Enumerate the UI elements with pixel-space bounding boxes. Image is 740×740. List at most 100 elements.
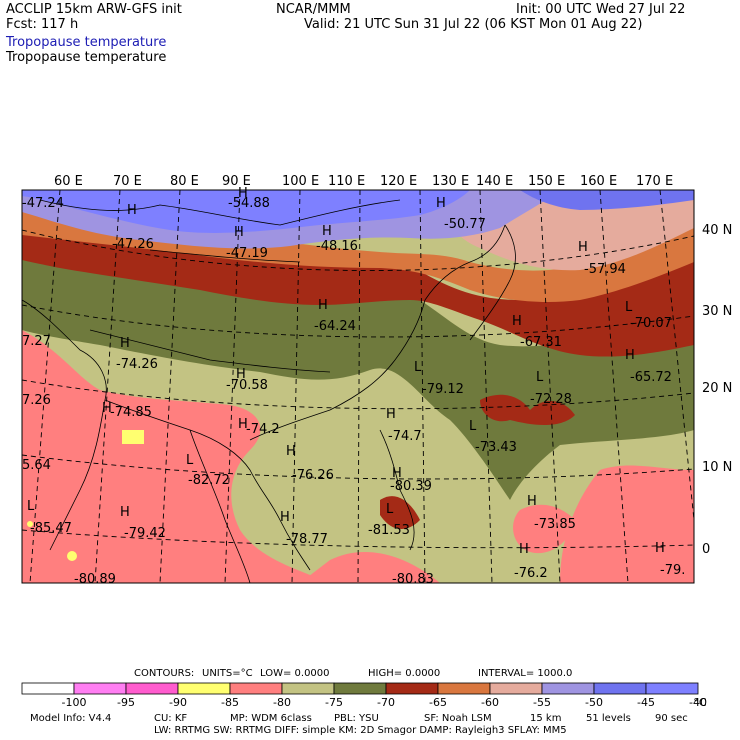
colorbar-tick-label: -45 (637, 696, 655, 709)
colorbar-swatch (541, 682, 595, 695)
high-marker: H (234, 225, 244, 240)
extremum-value: -47.26 (112, 237, 154, 252)
extremum-value: 5.64 (22, 458, 51, 473)
high-marker: H (322, 224, 332, 239)
extremum-value: -48.16 (316, 239, 358, 254)
latitude-label: 20 N (702, 381, 732, 396)
valid-time: Valid: 21 UTC Sun 31 Jul 22 (06 KST Mon … (304, 17, 643, 32)
extremum-value: 7.26 (22, 393, 51, 408)
low-marker: L (414, 360, 422, 375)
extremum-value: -76.26 (292, 468, 334, 483)
extremum-value: -81.53 (368, 523, 410, 538)
contours-units: UNITS=°C (202, 668, 253, 679)
high-marker: H (318, 298, 328, 313)
colorbar-swatch (177, 682, 231, 695)
longitude-label: 120 E (380, 174, 417, 189)
longitude-label: 60 E (54, 174, 83, 189)
extremum-value: -78.77 (286, 532, 328, 547)
contours-low: LOW= 0.0000 (260, 668, 330, 679)
extremum-value: -65.72 (630, 370, 672, 385)
high-marker: H (120, 336, 130, 351)
extremum-value: -64.24 (314, 319, 356, 334)
extremum-value: -79.12 (422, 382, 464, 397)
colorbar-tick-label: -55 (533, 696, 551, 709)
footer-pbl: PBL: YSU (334, 713, 379, 724)
extremum-value: -79. (660, 563, 685, 578)
colorbar-swatch (281, 682, 335, 695)
extremum-value: -82.72 (188, 473, 230, 488)
high-marker: H (392, 466, 402, 481)
contours-interval: INTERVAL= 1000.0 (478, 668, 573, 679)
high-marker: H (519, 542, 529, 557)
longitude-label: 110 E (328, 174, 365, 189)
extremum-value: -74.2 (246, 422, 280, 437)
colorbar-swatch (333, 682, 387, 695)
longitude-label: 150 E (528, 174, 565, 189)
extremum-value: -74.26 (116, 357, 158, 372)
colorbar-tick-label: -85 (221, 696, 239, 709)
colorbar-tick-label: -80 (273, 696, 291, 709)
colorbar-tick-label: -95 (117, 696, 135, 709)
low-marker: L (27, 499, 35, 514)
high-marker: H (127, 203, 137, 218)
extremum-value: -76.2 (514, 566, 548, 581)
colorbar-unit: °C (693, 696, 707, 709)
coastlines (22, 199, 516, 583)
high-marker: H (0, 0, 10, 4)
high-marker: H (386, 407, 396, 422)
extremum-value: -72.28 (530, 392, 572, 407)
longitude-label: 70 E (113, 174, 142, 189)
field-title-shaded: Tropopause temperature (6, 35, 167, 50)
high-marker: H (238, 186, 248, 201)
extremum-value: -80.89 (74, 572, 116, 587)
colorbar-tick-label: -65 (429, 696, 447, 709)
low-marker: L (386, 502, 394, 517)
footer-model-info: Model Info: V4.4 (30, 713, 112, 724)
high-marker: H (286, 444, 296, 459)
center-name: NCAR/MMM (276, 2, 351, 17)
init-time: Init: 00 UTC Wed 27 Jul 22 (516, 2, 686, 17)
forecast-hour: Fcst: 117 h (6, 17, 79, 32)
high-marker: H (238, 417, 248, 432)
colorbar-swatch (229, 682, 283, 695)
extremum-value: -74.85 (110, 405, 152, 420)
latitude-label: 30 N (702, 304, 732, 319)
extremum-value: -73.85 (534, 517, 576, 532)
colorbar-swatch (593, 682, 647, 695)
high-marker: H (527, 494, 537, 509)
high-marker: H (655, 541, 665, 556)
contours-high: HIGH= 0.0000 (368, 668, 441, 679)
low-marker: L (536, 370, 544, 385)
colorbar-swatch (73, 682, 127, 695)
footer-resolution: 15 km (530, 713, 562, 724)
contours-label: CONTOURS: (134, 668, 195, 679)
model-title: ACCLIP 15km ARW-GFS init (6, 2, 182, 17)
colorbar-tick-label: -60 (481, 696, 499, 709)
latitude-label: 40 N (702, 223, 732, 238)
extremum-value: -57.94 (584, 262, 626, 277)
footer-timestep: 90 sec (655, 713, 688, 724)
extremum-value: -80.39 (390, 479, 432, 494)
colorbar-swatch (645, 682, 699, 695)
longitude-label: 90 E (222, 174, 251, 189)
longitude-label: 80 E (170, 174, 199, 189)
longitude-label: 140 E (476, 174, 513, 189)
high-marker: H (578, 240, 588, 255)
extremum-value: -73.43 (475, 440, 517, 455)
longitude-label: 170 E (636, 174, 673, 189)
footer-mp: MP: WDM 6class (230, 713, 312, 724)
high-marker: H (625, 348, 635, 363)
high-marker: H (436, 196, 446, 211)
extremum-value: -74.7 (388, 429, 422, 444)
extremum-markers: H-47.24H-54.88H-50.77H-47.26H-47.19H-48.… (0, 0, 685, 587)
footer-physics: LW: RRTMG SW: RRTMG DIFF: simple KM: 2D … (154, 725, 567, 736)
low-marker: L (469, 419, 477, 434)
extremum-value: -47.24 (22, 196, 64, 211)
latitude-labels: 40 N 30 N 20 N 10 N 0 (702, 223, 732, 557)
colorbar-swatch (437, 682, 491, 695)
extremum-value: -80.83 (392, 572, 434, 587)
high-marker: H (280, 510, 290, 525)
colorbar-tick-label: -90 (169, 696, 187, 709)
latitude-label: 10 N (702, 460, 732, 475)
extremum-value: -70.58 (226, 378, 268, 393)
